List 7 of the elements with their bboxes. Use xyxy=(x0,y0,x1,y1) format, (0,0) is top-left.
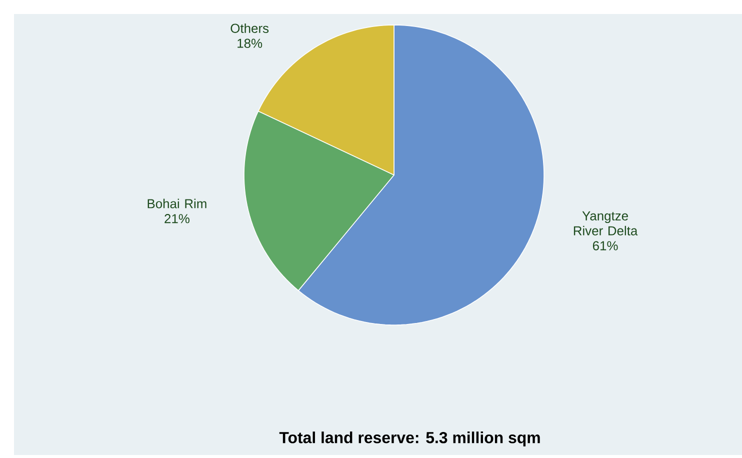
slice-label: Others xyxy=(230,23,269,33)
data-label: 21% xyxy=(164,214,190,224)
text: Total land reserve: 5.3 million sqm xyxy=(279,432,540,446)
slice-label: Bohai Rim xyxy=(148,198,206,208)
data-label: 61% xyxy=(592,241,618,250)
slice-label: Yangtze River Delta xyxy=(574,211,638,236)
data-label: 18% xyxy=(238,38,262,48)
